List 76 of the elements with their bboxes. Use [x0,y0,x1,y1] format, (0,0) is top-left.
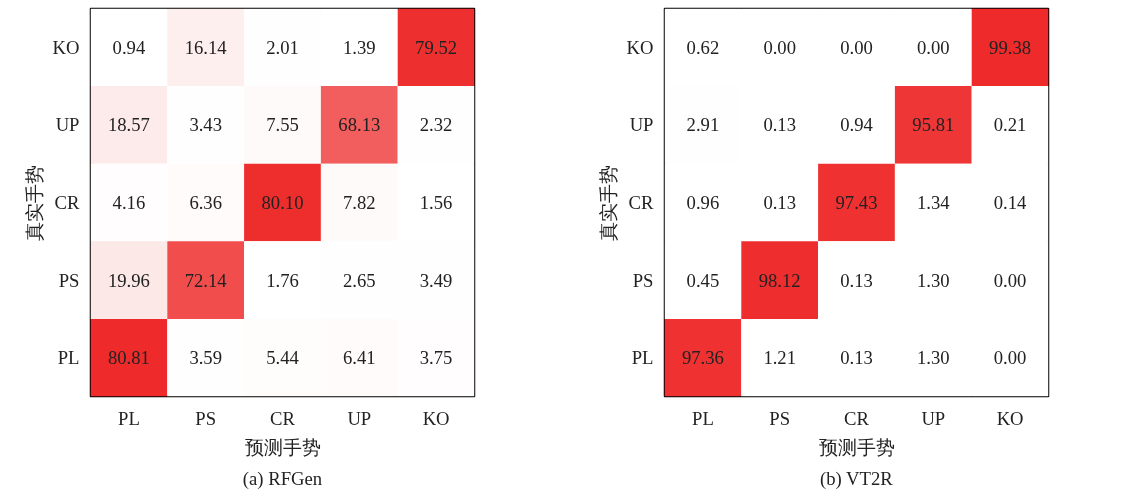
data-label: 0.14 [993,192,1028,213]
x-tick-label: PL [692,407,714,429]
data-label: 0.00 [763,36,797,58]
data-label: 1.21 [763,347,797,369]
data-label: 68.13 [338,114,381,136]
y-tick-label: PL [57,347,80,369]
data-label: 0.00 [916,36,950,58]
data-label: 0.62 [686,36,720,58]
x-tick-label: CR [844,407,870,429]
data-label: 19.96 [107,269,150,291]
y-tick-label: KO [52,36,80,58]
data-label: 97.36 [681,347,724,369]
y-tick-label: KO [626,36,654,58]
data-label: 16.14 [184,36,228,58]
data-label: 4.16 [112,192,146,213]
x-tick-label: PS [769,407,791,429]
data-label: 1.39 [342,36,376,58]
data-label: 3.49 [419,269,453,291]
data-label: 80.81 [107,347,150,369]
x-tick-label: UP [347,407,372,429]
data-label: 0.13 [840,269,873,291]
y-tick-label: PS [632,269,654,291]
data-label: 97.43 [835,192,878,213]
x-tick-label: UP [921,407,946,429]
x-tick-label: CR [270,407,296,429]
data-label: 0.00 [840,36,873,58]
y-tick-label: PS [58,269,80,291]
y-tick-label: UP [55,114,80,136]
data-label: 2.32 [419,114,453,136]
data-label: 0.00 [993,269,1027,291]
data-label: 98.12 [758,269,801,291]
y-tick-label: CR [628,192,655,213]
data-label: 0.94 [112,36,146,58]
x-tick-label: PS [195,407,217,429]
data-label: 0.00 [993,347,1027,369]
data-label: 1.34 [916,192,951,213]
data-label: 0.13 [840,347,873,369]
data-label: 1.30 [916,347,950,369]
data-label: 6.41 [342,347,376,369]
data-label: 1.76 [266,269,299,291]
data-label: 6.36 [189,192,223,213]
data-label: 18.57 [107,114,150,136]
x-tick-label: KO [422,407,450,429]
data-label: 1.30 [916,269,950,291]
text: (a) RFGen [242,467,323,490]
data-label: 3.75 [419,347,453,369]
y-tick-label: CR [54,192,81,213]
data-label: 2.65 [342,269,376,291]
y-tick-label: UP [629,114,654,136]
data-label: 1.56 [419,192,453,213]
y-axis-title: 真实手势 [23,164,45,241]
x-axis-title: 预测手势 [244,436,321,458]
data-label: 0.96 [686,192,720,213]
data-label: 7.55 [266,114,299,136]
data-label: 3.43 [189,114,223,136]
data-label: 72.14 [184,269,228,291]
data-label: 0.21 [993,114,1027,136]
data-label: 80.10 [261,192,304,213]
data-label: 0.94 [840,114,874,136]
data-label: 7.82 [342,192,376,213]
data-label: 2.01 [266,36,299,58]
y-tick-label: PL [631,347,654,369]
x-axis-title: 预测手势 [818,436,895,458]
text: (b) VT2R [819,467,894,490]
x-tick-label: PL [118,407,140,429]
data-label: 95.81 [912,114,955,136]
data-label: 0.13 [763,114,797,136]
data-label: 2.91 [686,114,720,136]
x-tick-label: KO [996,407,1024,429]
data-label: 0.45 [686,269,720,291]
data-label: 99.38 [989,36,1032,58]
y-axis-title: 真实手势 [597,164,619,241]
data-label: 3.59 [189,347,223,369]
data-label: 79.52 [415,36,458,58]
data-label: 0.13 [763,192,797,213]
data-label: 5.44 [266,347,300,369]
